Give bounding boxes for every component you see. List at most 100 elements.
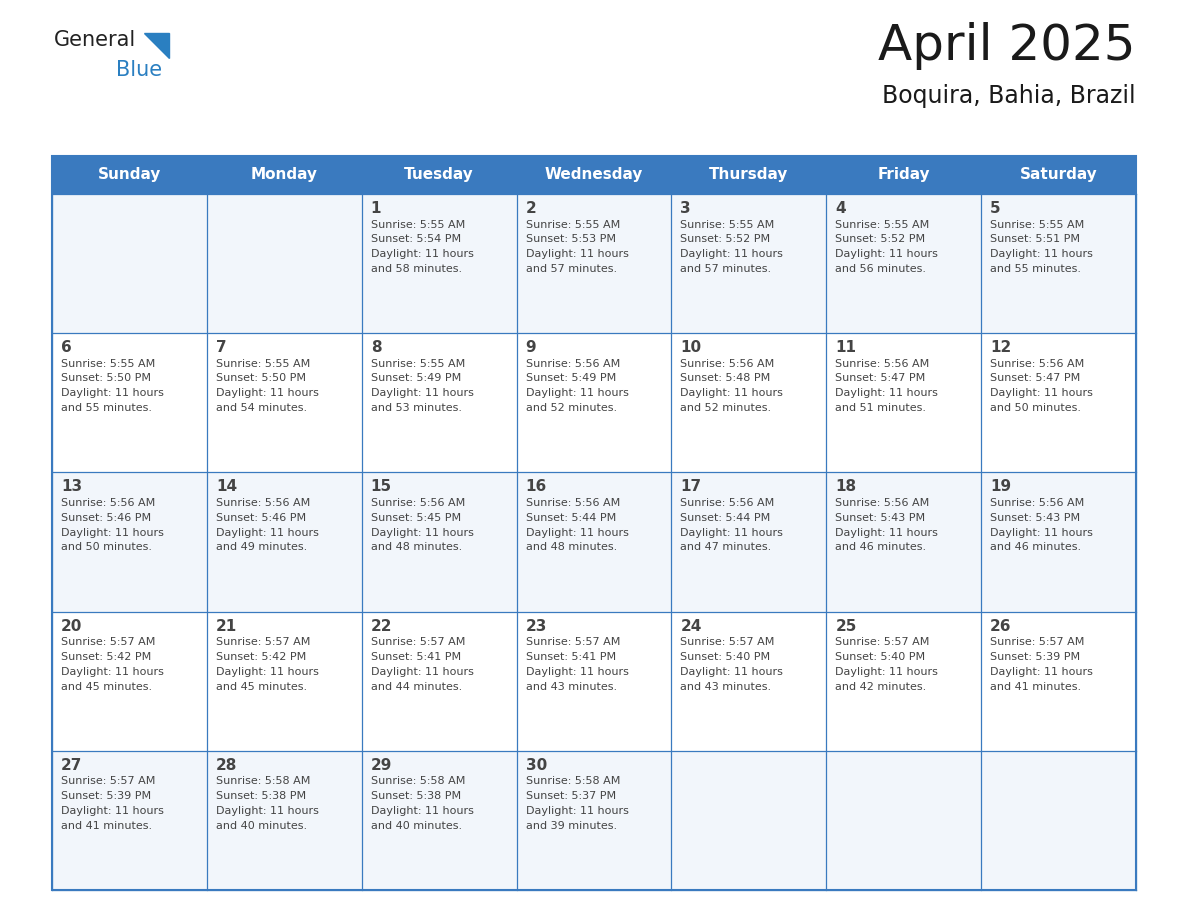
- Text: Daylight: 11 hours: Daylight: 11 hours: [525, 388, 628, 398]
- Text: and 56 minutes.: and 56 minutes.: [835, 263, 927, 274]
- Text: Sunrise: 5:57 AM: Sunrise: 5:57 AM: [681, 637, 775, 647]
- Text: and 40 minutes.: and 40 minutes.: [216, 821, 307, 831]
- Text: 18: 18: [835, 479, 857, 495]
- Text: and 41 minutes.: and 41 minutes.: [990, 681, 1081, 691]
- Text: Daylight: 11 hours: Daylight: 11 hours: [371, 806, 474, 816]
- Text: 28: 28: [216, 757, 238, 773]
- Text: 22: 22: [371, 619, 392, 633]
- Text: Sunset: 5:45 PM: Sunset: 5:45 PM: [371, 512, 461, 522]
- Text: Friday: Friday: [878, 167, 930, 183]
- Bar: [52, 611, 1136, 751]
- Text: Sunrise: 5:57 AM: Sunrise: 5:57 AM: [990, 637, 1085, 647]
- Text: and 48 minutes.: and 48 minutes.: [371, 543, 462, 553]
- Text: and 43 minutes.: and 43 minutes.: [681, 681, 771, 691]
- Text: 12: 12: [990, 341, 1011, 355]
- Text: Daylight: 11 hours: Daylight: 11 hours: [835, 249, 939, 259]
- Text: and 40 minutes.: and 40 minutes.: [371, 821, 462, 831]
- Text: Sunset: 5:38 PM: Sunset: 5:38 PM: [371, 791, 461, 801]
- Text: Sunrise: 5:58 AM: Sunrise: 5:58 AM: [216, 777, 310, 787]
- Text: and 41 minutes.: and 41 minutes.: [61, 821, 152, 831]
- Bar: [52, 473, 1136, 611]
- Text: Sunset: 5:39 PM: Sunset: 5:39 PM: [990, 652, 1080, 662]
- Bar: [52, 194, 1136, 333]
- Text: Daylight: 11 hours: Daylight: 11 hours: [61, 528, 164, 538]
- Text: Sunrise: 5:55 AM: Sunrise: 5:55 AM: [371, 359, 465, 369]
- Text: Daylight: 11 hours: Daylight: 11 hours: [990, 388, 1093, 398]
- Text: Daylight: 11 hours: Daylight: 11 hours: [216, 528, 318, 538]
- Text: and 50 minutes.: and 50 minutes.: [990, 403, 1081, 413]
- Text: 1: 1: [371, 201, 381, 216]
- Text: 11: 11: [835, 341, 857, 355]
- Text: Sunrise: 5:55 AM: Sunrise: 5:55 AM: [525, 219, 620, 230]
- Text: and 39 minutes.: and 39 minutes.: [525, 821, 617, 831]
- Text: 4: 4: [835, 201, 846, 216]
- Text: Sunset: 5:37 PM: Sunset: 5:37 PM: [525, 791, 615, 801]
- Text: Sunset: 5:53 PM: Sunset: 5:53 PM: [525, 234, 615, 244]
- Text: April 2025: April 2025: [878, 22, 1136, 70]
- Text: Daylight: 11 hours: Daylight: 11 hours: [371, 388, 474, 398]
- Text: Daylight: 11 hours: Daylight: 11 hours: [835, 528, 939, 538]
- Text: and 53 minutes.: and 53 minutes.: [371, 403, 462, 413]
- Text: Sunrise: 5:55 AM: Sunrise: 5:55 AM: [216, 359, 310, 369]
- Text: and 46 minutes.: and 46 minutes.: [835, 543, 927, 553]
- Text: and 46 minutes.: and 46 minutes.: [990, 543, 1081, 553]
- Text: Tuesday: Tuesday: [404, 167, 474, 183]
- Text: and 44 minutes.: and 44 minutes.: [371, 681, 462, 691]
- Text: Sunday: Sunday: [97, 167, 162, 183]
- Text: and 51 minutes.: and 51 minutes.: [835, 403, 927, 413]
- Text: Daylight: 11 hours: Daylight: 11 hours: [371, 249, 474, 259]
- Text: Sunrise: 5:55 AM: Sunrise: 5:55 AM: [61, 359, 156, 369]
- Text: and 55 minutes.: and 55 minutes.: [61, 403, 152, 413]
- Text: Sunset: 5:46 PM: Sunset: 5:46 PM: [216, 512, 307, 522]
- Text: Daylight: 11 hours: Daylight: 11 hours: [990, 528, 1093, 538]
- Text: Sunrise: 5:56 AM: Sunrise: 5:56 AM: [835, 359, 929, 369]
- Text: Sunset: 5:47 PM: Sunset: 5:47 PM: [990, 374, 1080, 384]
- Text: and 54 minutes.: and 54 minutes.: [216, 403, 307, 413]
- Text: Daylight: 11 hours: Daylight: 11 hours: [525, 528, 628, 538]
- Text: Sunset: 5:43 PM: Sunset: 5:43 PM: [835, 512, 925, 522]
- Bar: [52, 333, 1136, 473]
- Text: Daylight: 11 hours: Daylight: 11 hours: [835, 388, 939, 398]
- Text: Sunrise: 5:56 AM: Sunrise: 5:56 AM: [681, 359, 775, 369]
- Polygon shape: [144, 33, 169, 58]
- Text: Sunrise: 5:58 AM: Sunrise: 5:58 AM: [525, 777, 620, 787]
- Text: 16: 16: [525, 479, 546, 495]
- Text: General: General: [53, 30, 137, 50]
- Text: Sunrise: 5:56 AM: Sunrise: 5:56 AM: [371, 498, 465, 508]
- Text: Daylight: 11 hours: Daylight: 11 hours: [681, 388, 783, 398]
- Text: Sunrise: 5:56 AM: Sunrise: 5:56 AM: [990, 359, 1085, 369]
- Text: and 47 minutes.: and 47 minutes.: [681, 543, 772, 553]
- Text: Sunset: 5:49 PM: Sunset: 5:49 PM: [371, 374, 461, 384]
- Text: Daylight: 11 hours: Daylight: 11 hours: [525, 666, 628, 677]
- Text: 23: 23: [525, 619, 546, 633]
- Text: and 52 minutes.: and 52 minutes.: [525, 403, 617, 413]
- Text: Daylight: 11 hours: Daylight: 11 hours: [61, 388, 164, 398]
- Bar: [52, 751, 1136, 890]
- Text: Sunset: 5:38 PM: Sunset: 5:38 PM: [216, 791, 307, 801]
- Text: and 45 minutes.: and 45 minutes.: [216, 681, 307, 691]
- Text: Sunset: 5:42 PM: Sunset: 5:42 PM: [216, 652, 307, 662]
- Text: Saturday: Saturday: [1019, 167, 1098, 183]
- Text: Boquira, Bahia, Brazil: Boquira, Bahia, Brazil: [883, 84, 1136, 108]
- Text: Daylight: 11 hours: Daylight: 11 hours: [216, 666, 318, 677]
- Text: Sunset: 5:52 PM: Sunset: 5:52 PM: [681, 234, 771, 244]
- Text: 7: 7: [216, 341, 227, 355]
- Text: Sunrise: 5:55 AM: Sunrise: 5:55 AM: [835, 219, 929, 230]
- Text: and 57 minutes.: and 57 minutes.: [681, 263, 771, 274]
- Text: and 42 minutes.: and 42 minutes.: [835, 681, 927, 691]
- Text: Daylight: 11 hours: Daylight: 11 hours: [61, 806, 164, 816]
- Text: Sunrise: 5:57 AM: Sunrise: 5:57 AM: [835, 637, 930, 647]
- Text: Sunrise: 5:57 AM: Sunrise: 5:57 AM: [216, 637, 310, 647]
- Text: 13: 13: [61, 479, 82, 495]
- Text: Sunrise: 5:57 AM: Sunrise: 5:57 AM: [371, 637, 465, 647]
- Text: Blue: Blue: [116, 60, 162, 80]
- Text: 29: 29: [371, 757, 392, 773]
- Text: and 45 minutes.: and 45 minutes.: [61, 681, 152, 691]
- Text: Sunrise: 5:57 AM: Sunrise: 5:57 AM: [61, 637, 156, 647]
- Text: 6: 6: [61, 341, 71, 355]
- Text: Sunset: 5:40 PM: Sunset: 5:40 PM: [835, 652, 925, 662]
- Text: Sunset: 5:54 PM: Sunset: 5:54 PM: [371, 234, 461, 244]
- Text: Daylight: 11 hours: Daylight: 11 hours: [681, 249, 783, 259]
- Text: and 48 minutes.: and 48 minutes.: [525, 543, 617, 553]
- Text: Sunrise: 5:55 AM: Sunrise: 5:55 AM: [371, 219, 465, 230]
